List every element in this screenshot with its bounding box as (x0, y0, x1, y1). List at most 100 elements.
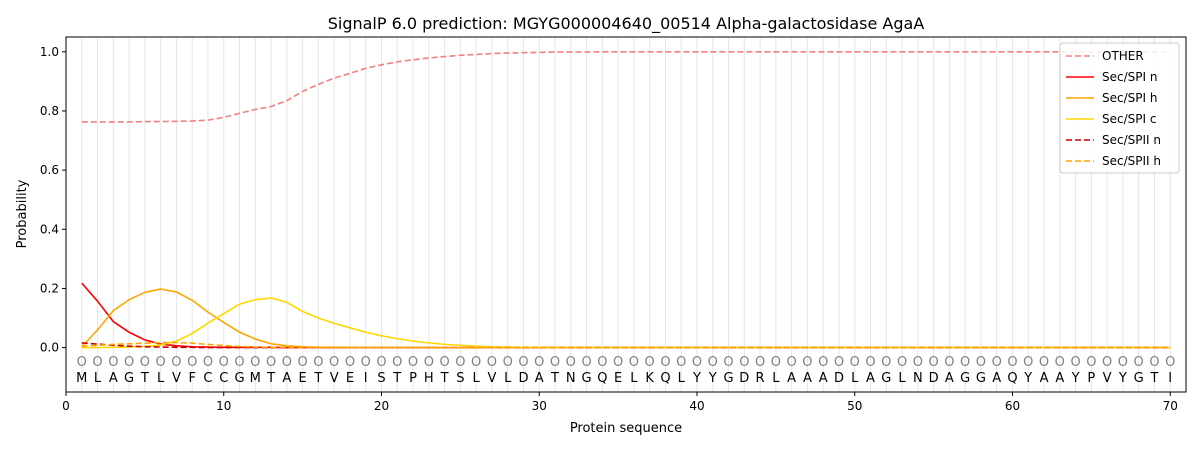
sequence-residue: H (424, 371, 434, 386)
prediction-marker: O (723, 355, 733, 370)
sequence-residue: N (566, 371, 576, 386)
prediction-marker: O (361, 355, 371, 370)
sequence-residue: A (866, 371, 875, 386)
prediction-marker: O (1055, 355, 1065, 370)
sequence-residue: T (1149, 371, 1158, 386)
legend: OTHER Sec/SPI n Sec/SPI h Sec/SPI c Sec/SPII… (1059, 42, 1180, 174)
prediction-marker: O (1086, 355, 1096, 370)
x-tick-label: 60 (1005, 399, 1020, 413)
prediction-marker: O (960, 355, 970, 370)
prediction-marker: O (313, 355, 323, 370)
sequence-residue: A (819, 371, 828, 386)
sequence-residue: C (203, 371, 212, 386)
sequence-residue: T (550, 371, 559, 386)
prediction-marker: O (1039, 355, 1049, 370)
sequence-residue: G (960, 371, 970, 386)
sequence-residue: T (140, 371, 149, 386)
legend-label: OTHER (1102, 49, 1144, 63)
prediction-marker: O (581, 355, 591, 370)
y-tick-label: 0.2 (40, 281, 59, 295)
sequence-residue: G (124, 371, 134, 386)
prediction-marker: O (1165, 355, 1175, 370)
sequence-residue: R (756, 371, 765, 386)
sequence-residue: L (473, 371, 481, 386)
prediction-marker: O (219, 355, 229, 370)
prediction-marker: O (187, 355, 197, 370)
x-tick-label: 0 (62, 399, 70, 413)
prediction-marker: O (771, 355, 781, 370)
prediction-marker: O (787, 355, 797, 370)
sequence-residue: L (898, 371, 906, 386)
sequence-residue: L (678, 371, 686, 386)
prediction-marker: O (1134, 355, 1144, 370)
prediction-marker: O (124, 355, 134, 370)
legend-label: Sec/SPI c (1102, 112, 1156, 126)
series-line-sec-spii-h (81, 341, 1171, 349)
prediction-marker: O (234, 355, 244, 370)
prediction-marker: O (1149, 355, 1159, 370)
prediction-marker: O (439, 355, 449, 370)
prediction-marker: O (518, 355, 528, 370)
sequence-residue: Y (1071, 371, 1080, 386)
legend-label: Sec/SPI h (1102, 91, 1157, 105)
sequence-residue: T (392, 371, 401, 386)
x-tick-label: 30 (532, 399, 547, 413)
sequence-residue: M (250, 371, 261, 386)
plot-frame (65, 36, 1187, 393)
series-layer (81, 50, 1171, 349)
sequence-residue: F (188, 371, 195, 386)
sequence-residue: I (1168, 371, 1172, 386)
prediction-marker: O (455, 355, 465, 370)
prediction-marker: O (897, 355, 907, 370)
y-tick-label: 0.6 (40, 163, 59, 177)
x-axis-label: Protein sequence (570, 421, 682, 436)
sequence-residue: T (266, 371, 275, 386)
prediction-marker: O (108, 355, 118, 370)
sequence-residue: A (787, 371, 796, 386)
x-tick-label: 10 (216, 399, 231, 413)
sequence-residue: T (440, 371, 449, 386)
sequence-residue: V (330, 371, 339, 386)
prediction-marker: O (1007, 355, 1017, 370)
prediction-marker: O (676, 355, 686, 370)
sequence-residue: E (614, 371, 622, 386)
prediction-marker: O (376, 355, 386, 370)
sequence-residue: D (518, 371, 528, 386)
sequence-residue: S (456, 371, 464, 386)
sequence-residue: A (535, 371, 544, 386)
sequence-residue: L (504, 371, 512, 386)
legend-label: Sec/SPII h (1102, 154, 1161, 168)
prediction-marker: O (534, 355, 544, 370)
prediction-marker: O (865, 355, 875, 370)
chart-title: SignalP 6.0 prediction: MGYG000004640_00… (328, 14, 925, 34)
sequence-residue: V (1103, 371, 1112, 386)
x-tick-label: 70 (1163, 399, 1178, 413)
sequence-residue: K (645, 371, 654, 386)
sequence-residue: T (313, 371, 322, 386)
x-tick-label: 50 (847, 399, 862, 413)
prediction-marker: O (818, 355, 828, 370)
sequence-residue: N (913, 371, 923, 386)
prediction-marker: O (850, 355, 860, 370)
prediction-marker: O (755, 355, 765, 370)
sequence-residue: Q (1007, 371, 1017, 386)
y-axis-label: Probability (15, 179, 30, 248)
prediction-marker: O (739, 355, 749, 370)
prediction-marker: O (550, 355, 560, 370)
prediction-marker: O (156, 355, 166, 370)
prediction-marker: O (250, 355, 260, 370)
prediction-marker: O (992, 355, 1002, 370)
sequence-layer: OMOLOAOGOTOLOVOFOCOCOGOMOTOAOEOTOVOEOIOS… (76, 355, 1175, 386)
axis-layer: 0 10 20 30 40 50 60 70 0.0 0.2 0.4 0.6 0.8 1.0 (40, 45, 1178, 413)
prediction-marker: O (613, 355, 623, 370)
sequence-residue: Y (1118, 371, 1127, 386)
sequence-residue: A (803, 371, 812, 386)
sequence-residue: A (282, 371, 291, 386)
y-tick-label: 0.4 (40, 222, 59, 236)
sequence-residue: L (772, 371, 780, 386)
sequence-residue: P (1087, 371, 1095, 386)
sequence-residue: E (299, 371, 307, 386)
